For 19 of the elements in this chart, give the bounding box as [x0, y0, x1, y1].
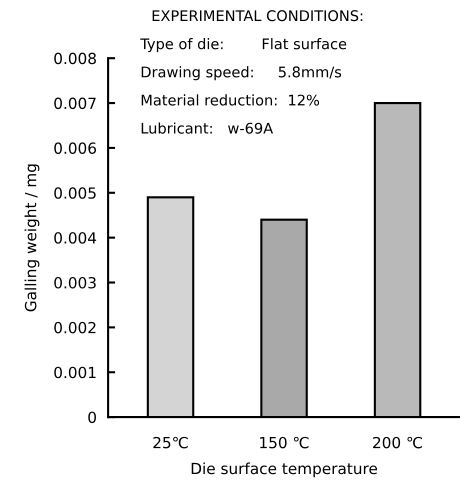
y-tick-label: 0.008 [54, 52, 96, 64]
y-tick-label: 0.002 [54, 322, 96, 334]
y-tick-label: 0.004 [54, 232, 96, 244]
y-tick-label: 0.006 [54, 142, 96, 154]
x-tick-label: 25℃ [153, 436, 188, 448]
y-tick-label: 0.007 [54, 98, 96, 110]
y-tick-label: 0.001 [54, 366, 96, 378]
annotation: Drawing speed: 5.8mm/s [142, 66, 342, 80]
y-tick-label: 0.005 [54, 187, 96, 199]
x-tick-label: 150 ℃ [260, 436, 309, 448]
y-tick-label: 0 [88, 412, 96, 424]
annotation: Material reduction: 12% [142, 94, 320, 106]
x-tick-label: 200 ℃ [373, 436, 422, 448]
y-tick-label: 0.003 [54, 276, 96, 289]
y-axis-title: Galling weight / mg [24, 164, 40, 312]
annotation: Lubricant: w-69A [142, 122, 274, 134]
text: EXPERIMENTAL CONDITIONS: [152, 10, 362, 22]
text: Type of die: Flat surface [140, 38, 346, 52]
x-axis-title: Die surface temperature [192, 462, 378, 478]
